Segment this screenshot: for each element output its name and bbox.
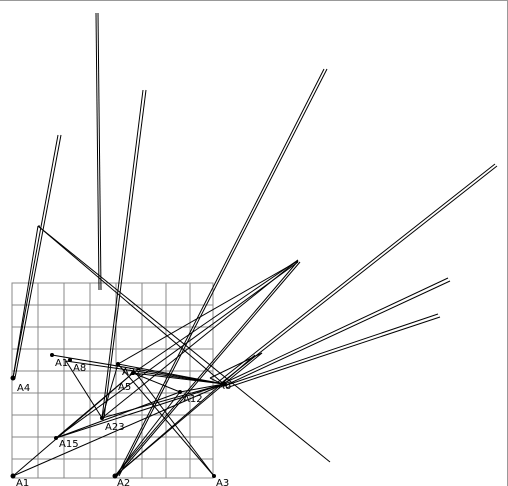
point-a6[interactable] xyxy=(221,381,227,387)
point-labels: A1 A2 A3 A4 A5 A6 A8 A1 A12 A15 A23 A22 xyxy=(16,358,231,486)
label-a23: A23 xyxy=(105,422,125,433)
label-a12: A12 xyxy=(183,394,203,405)
grid xyxy=(11,282,214,479)
point-a1-inner[interactable] xyxy=(50,353,54,357)
label-a22: A22 xyxy=(122,367,142,378)
point-a23[interactable] xyxy=(100,416,104,420)
label-a5: A5 xyxy=(118,382,131,393)
label-a8: A8 xyxy=(73,363,86,374)
label-a2: A2 xyxy=(117,478,130,486)
label-a4: A4 xyxy=(17,383,30,394)
point-a12[interactable] xyxy=(178,390,182,394)
label-a1-inner: A1 xyxy=(55,358,68,369)
point-a2[interactable] xyxy=(112,473,118,479)
point-a4[interactable] xyxy=(10,375,16,381)
label-a1: A1 xyxy=(16,478,29,486)
label-a6: A6 xyxy=(218,381,231,392)
label-a3: A3 xyxy=(216,478,229,486)
label-a15: A15 xyxy=(59,439,79,450)
points xyxy=(10,353,227,479)
point-a1[interactable] xyxy=(10,473,16,479)
construction-lines xyxy=(12,12,498,477)
point-a22[interactable] xyxy=(131,371,135,375)
point-a8[interactable] xyxy=(68,358,72,362)
point-a15[interactable] xyxy=(54,436,58,440)
point-a5[interactable] xyxy=(116,362,120,366)
point-a3[interactable] xyxy=(212,474,216,478)
